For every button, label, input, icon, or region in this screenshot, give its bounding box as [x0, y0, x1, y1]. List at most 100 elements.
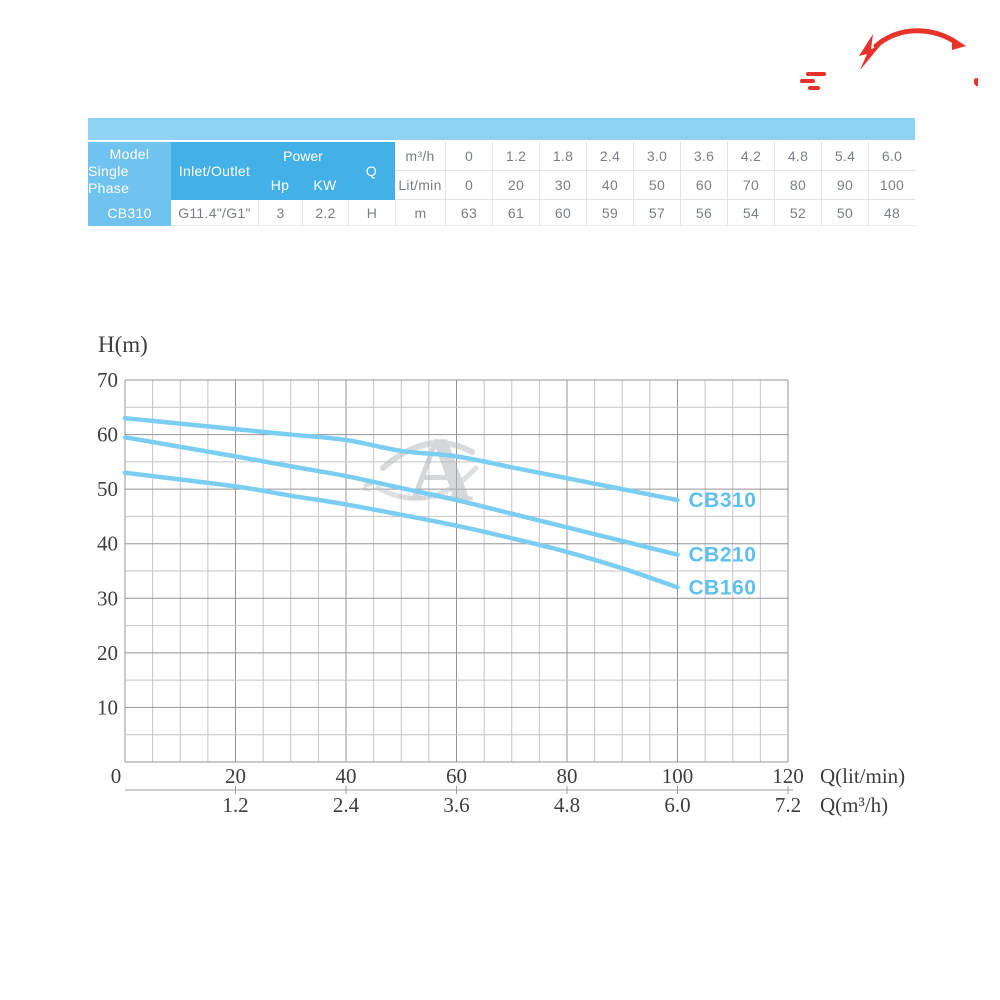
chart-labels: 10 20 30 40 50 60 70 0 20 40 60 80 100 120 1.2 2.4 3.6 4.…: [97, 332, 905, 817]
logo-swoosh-arc: [873, 28, 961, 49]
inlet-outlet-header-cell: Inlet/Outlet: [171, 142, 258, 200]
x-secondary-tick-label: 1.2: [222, 793, 248, 817]
pump-head-unit-cell: m: [395, 200, 445, 226]
watermark-text: artaelectric.ir: [398, 492, 466, 501]
flow-litmin-value: 50: [633, 171, 680, 200]
pump-head-value: 61: [492, 200, 539, 226]
flow-litmin-value: 100: [868, 171, 915, 200]
chart-grid: [124, 379, 789, 763]
model-header-line1: Model: [109, 145, 150, 162]
flow-m3h-label: m³/h: [395, 142, 445, 171]
x-axis-title-primary: Q(lit/min): [820, 764, 905, 788]
model-header-cell: Model Single Phase: [88, 142, 171, 200]
y-tick-label: 30: [97, 586, 118, 610]
flow-litmin-values: 0 20 30 40 50 60 70 80 90 100: [445, 171, 915, 200]
model-header-line2: Single Phase: [88, 162, 130, 196]
power-header-cell: Power Hp KW: [258, 142, 348, 200]
flow-m3h-value: 5.4: [821, 142, 868, 171]
x-tick-label: 120: [772, 764, 804, 788]
pump-head-value: 63: [445, 200, 492, 226]
flow-litmin-value: 20: [492, 171, 539, 200]
y-tick-label: 50: [97, 477, 118, 501]
pump-head-value: 50: [821, 200, 868, 226]
flow-m3h-value: 2.4: [586, 142, 633, 171]
watermark: A artaelectric.ir: [362, 418, 479, 520]
table-top-strip: [88, 118, 915, 140]
x-tick-label: 40: [336, 764, 357, 788]
pump-head-value: 56: [680, 200, 727, 226]
x-secondary-tick-label: 4.8: [554, 793, 580, 817]
speed-line: [808, 86, 820, 90]
x-secondary-tick-label: 3.6: [443, 793, 469, 817]
curve-CB310: [122, 415, 680, 503]
power-header-label: Power: [283, 147, 323, 164]
flow-m3h-value: 1.8: [539, 142, 586, 171]
x-secondary-tick-label: 2.4: [333, 793, 360, 817]
kw-header: KW: [313, 176, 337, 193]
x-tick-label: 60: [446, 764, 467, 788]
logo-swoosh-tip: [952, 37, 966, 50]
brand-logo-graphic: آرتاالکتریک: [800, 28, 1000, 93]
speed-line: [806, 72, 826, 76]
flow-litmin-label: Lit/min: [395, 171, 445, 200]
pump-head-values: 63 61 60 59 57 56 54 52 50 48: [445, 200, 915, 226]
y-tick-label: 40: [97, 532, 118, 556]
y-tick-label: 60: [97, 423, 118, 447]
flow-m3h-value: 3.6: [680, 142, 727, 171]
x-tick-label: 100: [662, 764, 694, 788]
brand-name-text: آرتاالکتریک: [972, 58, 978, 93]
y-tick-label: 10: [97, 695, 118, 719]
flow-litmin-value: 30: [539, 171, 586, 200]
pump-head-value: 48: [868, 200, 915, 226]
flow-litmin-value: 60: [680, 171, 727, 200]
x-axis-title-secondary: Q(m³/h): [820, 793, 888, 817]
flow-m3h-values: 0 1.2 1.8 2.4 3.0 3.6 4.2 4.8 5.4 6.0: [445, 142, 915, 171]
pump-data-row: CB310 G11.4"/G1" 3 2.2 H m 63 61 60 59 57 56 5…: [88, 200, 915, 226]
flow-m3h-value: 0: [445, 142, 492, 171]
curve-label-CB160: CB160: [689, 576, 757, 599]
curve-label-CB310: CB310: [689, 489, 757, 512]
x-tick-label: 80: [557, 764, 578, 788]
q-header-cell: Q: [348, 142, 395, 200]
watermark-letter: A: [407, 418, 473, 520]
pump-kw-cell: 2.2: [302, 200, 348, 226]
flow-litmin-value: 0: [445, 171, 492, 200]
hp-header: Hp: [270, 176, 290, 193]
flow-m3h-value: 1.2: [492, 142, 539, 171]
y-tick-label: 70: [97, 368, 118, 392]
pump-hp-cell: 3: [258, 200, 302, 226]
pump-head-value: 54: [727, 200, 774, 226]
pump-head-value: 57: [633, 200, 680, 226]
flow-m3h-value: 6.0: [868, 142, 915, 171]
curve-CB160: [122, 470, 680, 590]
x-tick-label: 0: [111, 764, 122, 788]
pump-head-value: 59: [586, 200, 633, 226]
flow-litmin-row: Lit/min 0 20 30 40 50 60 70 80 90 100: [395, 171, 915, 200]
pump-q-cell: H: [348, 200, 395, 226]
flow-m3h-value: 4.8: [774, 142, 821, 171]
flow-litmin-value: 80: [774, 171, 821, 200]
curve-CB210: [122, 435, 680, 557]
x-tick-label: 20: [225, 764, 246, 788]
pump-head-value: 52: [774, 200, 821, 226]
x-secondary-tick-label: 6.0: [664, 793, 690, 817]
pump-inlet-outlet-cell: G11.4"/G1": [171, 200, 258, 226]
lightning-bolt-icon: [859, 34, 880, 70]
flow-m3h-value: 4.2: [727, 142, 774, 171]
x-secondary-tick-label: 7.2: [775, 793, 801, 817]
flow-m3h-row: m³/h 0 1.2 1.8 2.4 3.0 3.6 4.2 4.8 5.4 6.0: [395, 142, 915, 171]
brand-logo: آرتاالکتریک: [800, 24, 1000, 100]
speed-line: [800, 79, 815, 83]
pump-model-cell: CB310: [88, 200, 171, 226]
y-tick-label: 20: [97, 641, 118, 665]
chart-curves: CB310 CB210 CB160: [122, 415, 757, 599]
pump-head-value: 60: [539, 200, 586, 226]
flow-litmin-value: 90: [821, 171, 868, 200]
curve-label-CB210: CB210: [689, 544, 757, 567]
spec-table: Model Single Phase Inlet/Outlet Power Hp…: [88, 118, 915, 228]
y-axis-title: H(m): [98, 332, 148, 357]
flow-litmin-value: 70: [727, 171, 774, 200]
flow-litmin-value: 40: [586, 171, 633, 200]
flow-m3h-value: 3.0: [633, 142, 680, 171]
